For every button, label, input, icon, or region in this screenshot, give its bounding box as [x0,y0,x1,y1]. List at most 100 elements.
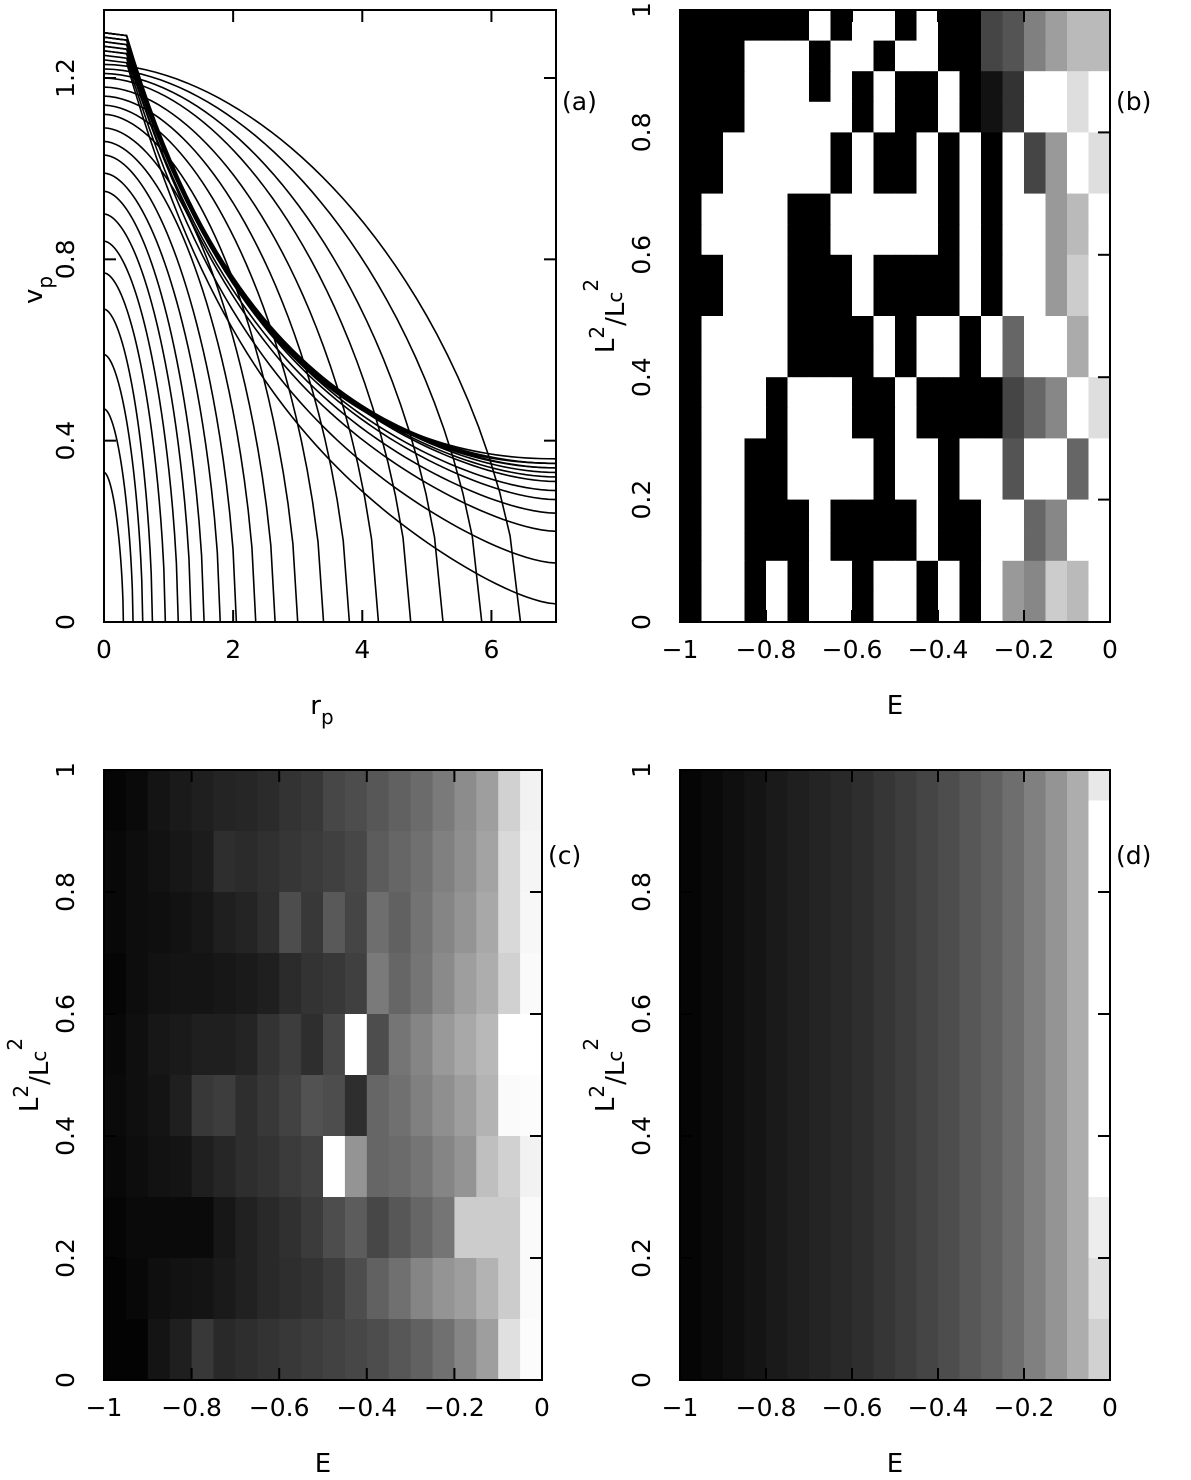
heatmap-cell [1045,1044,1068,1076]
heatmap-cell [873,407,896,439]
heatmap-cell [125,892,149,924]
heatmap-cell [787,1044,810,1076]
heatmap-cell [809,1319,832,1351]
heatmap-cell [916,530,939,562]
heatmap-cell [959,71,982,103]
curve-line [104,40,556,483]
heatmap-cell [701,1044,724,1076]
heatmap-cell [1088,892,1111,924]
heatmap-cell [852,591,875,623]
heatmap-cell [432,800,455,832]
x-axis-label: E [315,1449,331,1479]
heatmap-cell [498,1227,521,1259]
heatmap-cell [680,591,703,623]
heatmap-cell [432,770,455,802]
heatmap-cell [301,1258,324,1290]
heatmap-cell [744,469,767,501]
heatmap-cell [1002,224,1025,256]
heatmap-cell [1045,1105,1068,1137]
heatmap-cell [701,407,724,439]
heatmap-cell [476,1075,499,1107]
heatmap-cell [701,285,724,317]
heatmap-cell [852,377,875,409]
heatmap-cell [1088,983,1111,1015]
heatmap-cell [766,469,789,501]
heatmap-cell [809,892,832,924]
heatmap-cell [454,953,477,985]
heatmap-cell [410,983,434,1015]
heatmap-cell [388,770,412,802]
y-axis-label-part: 2 [579,1038,603,1051]
heatmap-cell [852,10,875,42]
heatmap-cell [895,983,918,1015]
heatmap-cell [147,1288,171,1320]
heatmap-cell [388,1044,412,1076]
heatmap-cell [852,163,875,195]
heatmap-cell [916,1014,939,1046]
heatmap-cell [454,1319,477,1351]
heatmap-cell [1067,560,1090,592]
heatmap-cell [366,1319,390,1351]
heatmap-cell [959,1258,982,1290]
heatmap-cell [344,983,368,1015]
heatmap-cell [366,831,390,863]
heatmap-cell [787,407,810,439]
heatmap-cell [744,530,767,562]
x-tick-label: −0.6 [822,1393,883,1422]
heatmap-cell [787,285,810,317]
heatmap-cell [169,922,193,954]
heatmap-cell [787,438,810,470]
heatmap-cell [873,1105,896,1137]
heatmap-cell [809,224,832,256]
heatmap-cell [701,1166,724,1198]
heatmap-cell [981,1166,1004,1198]
heatmap-cell [959,1349,982,1381]
heatmap-cell [1045,831,1068,863]
heatmap-cell [432,1014,455,1046]
heatmap-cell [1024,1349,1047,1381]
heatmap-cell [787,1258,810,1290]
y-tick-label: 0.6 [627,994,656,1034]
heatmap-cell [959,438,982,470]
heatmap-cell [766,1014,789,1046]
heatmap-cell [744,1258,767,1290]
heatmap-cell [191,1197,215,1229]
heatmap-cell [125,800,149,832]
heatmap-cell [680,861,703,893]
heatmap-cell [213,1319,236,1351]
heatmap-cell [830,1349,853,1381]
heatmap-cell [895,1105,918,1137]
heatmap-cell [766,1258,789,1290]
heatmap-cell [809,560,832,592]
heatmap-cell [104,1136,127,1168]
heatmap-cell [830,71,853,103]
heatmap-cell [959,224,982,256]
heatmap-cell [916,1197,939,1229]
heatmap-cell [916,1105,939,1137]
heatmap-cell [830,163,853,195]
heatmap-cell [680,1349,703,1381]
heatmap-cell [701,892,724,924]
heatmap-cell [257,983,280,1015]
heatmap-cell [680,407,703,439]
heatmap-cell [981,438,1004,470]
heatmap-cell [723,40,746,72]
heatmap-cell [344,892,368,924]
heatmap-cell [873,71,896,103]
heatmap-cell [981,861,1004,893]
heatmap-cell [766,953,789,985]
heatmap-cell [344,1166,368,1198]
heatmap-cell [388,1288,412,1320]
heatmap-cell [213,861,236,893]
heatmap-cell [981,1136,1004,1168]
heatmap-cell [257,922,280,954]
heatmap-cell [830,770,853,802]
heatmap-cell [959,892,982,924]
heatmap-cell [852,407,875,439]
y-tick-label: 0.8 [51,239,80,279]
curve-line [104,50,556,514]
heatmap-cell [830,101,853,133]
heatmap-cell [830,1258,853,1290]
heatmap-cell [191,1319,215,1351]
